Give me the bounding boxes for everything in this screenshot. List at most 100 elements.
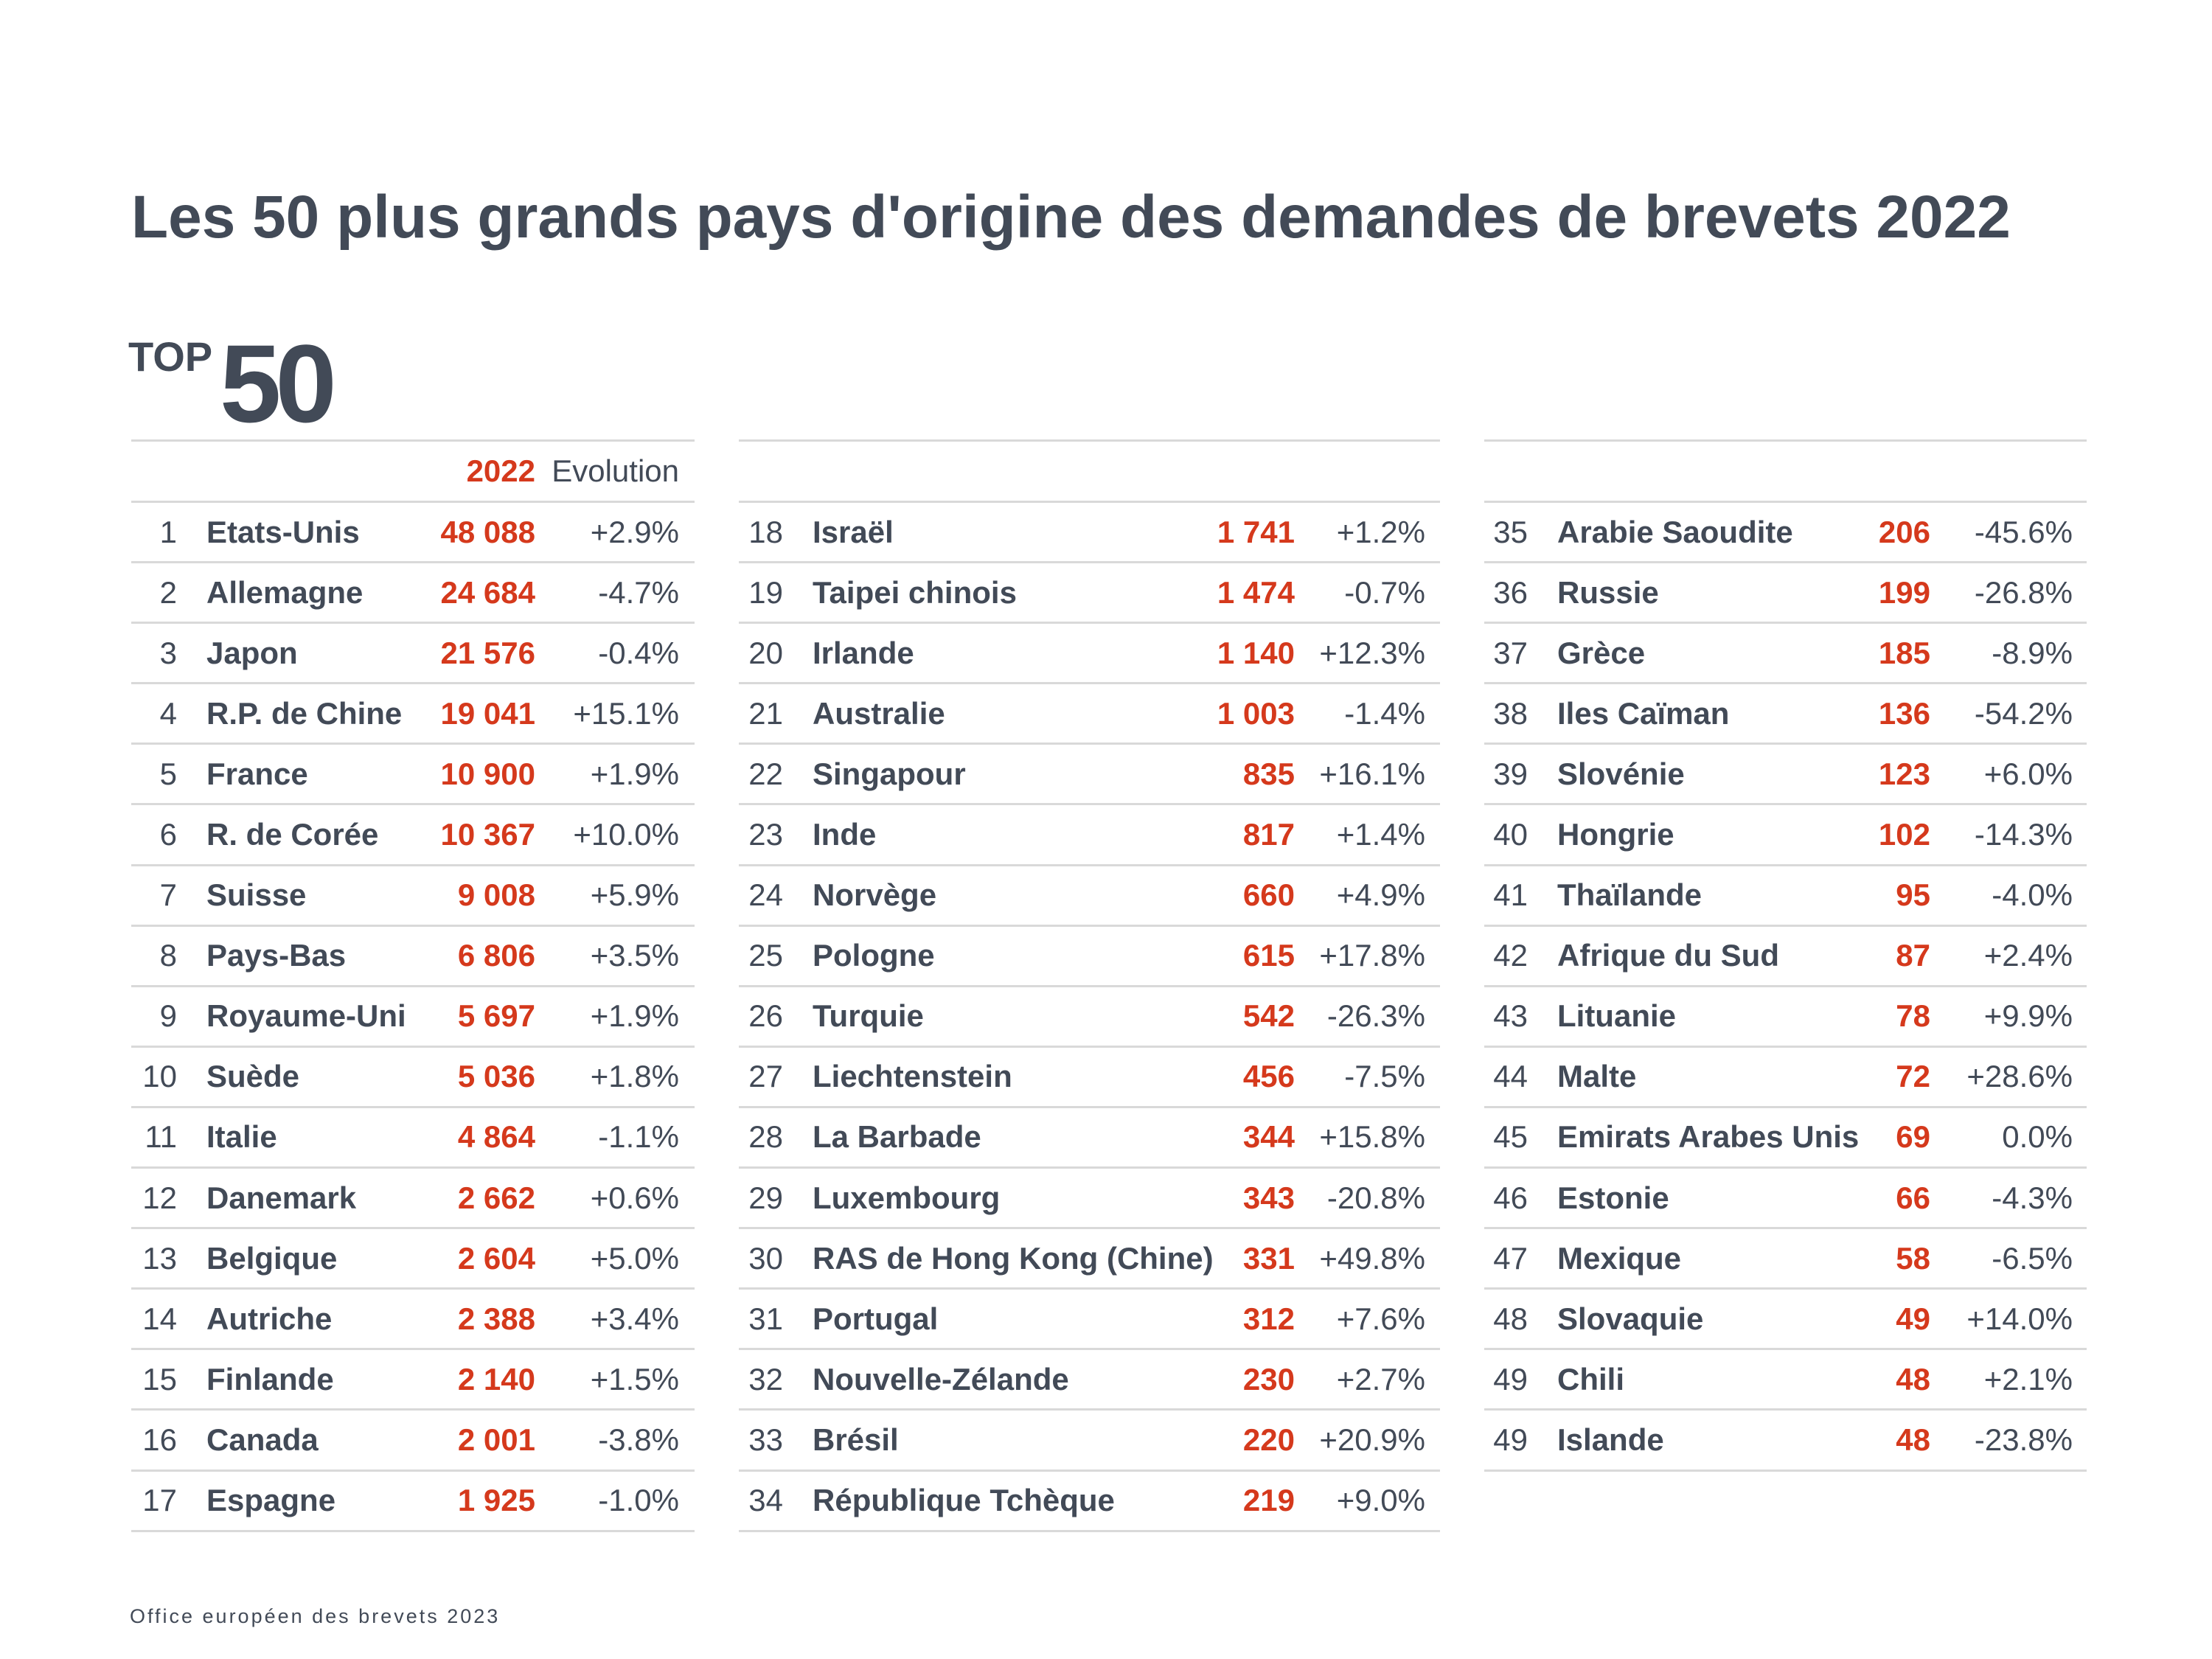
rank: 48 (1493, 1301, 1528, 1336)
applications-2022: 2 001 (457, 1422, 535, 1457)
header-year-label: 2022 (466, 453, 535, 488)
applications-2022: 817 (1242, 817, 1295, 852)
page-title: Les 50 plus grands pays d'origine des de… (131, 183, 2011, 251)
applications-2022: 2 604 (457, 1240, 535, 1276)
country-name: République Tchèque (813, 1483, 1115, 1518)
rank: 24 (748, 877, 783, 913)
evolution: +1.5% (590, 1361, 679, 1397)
ranking-column-2: 18 Israël 1 741 +1.2% 19 Taipei chinois 1 474 -… (739, 439, 1440, 1532)
evolution: +28.6% (1966, 1059, 2073, 1094)
applications-2022: 312 (1242, 1301, 1295, 1336)
divider (131, 1287, 695, 1290)
rank: 21 (748, 695, 783, 731)
country-name: Canada (206, 1422, 319, 1457)
table-row: 13 Belgique 2 604 +5.0% (131, 1229, 695, 1287)
country-name: Lituanie (1557, 998, 1677, 1034)
country-name: Espagne (206, 1483, 336, 1518)
table-row: 45 Emirats Arabes Unis 69 0.0% (1484, 1108, 2087, 1166)
evolution: -1.1% (598, 1119, 679, 1155)
column-header-empty (1484, 442, 2087, 501)
divider (131, 984, 695, 987)
top-label: TOP (128, 333, 213, 380)
rank: 3 (159, 635, 177, 670)
evolution: +2.7% (1336, 1361, 1425, 1397)
rank: 45 (1493, 1119, 1528, 1155)
rank: 41 (1493, 877, 1528, 913)
table-row: 24 Norvège 660 +4.9% (739, 866, 1440, 925)
rank: 39 (1493, 756, 1528, 791)
table-row: 43 Lituanie 78 +9.9% (1484, 987, 2087, 1046)
table-row: 25 Pologne 615 +17.8% (739, 927, 1440, 985)
country-name: Liechtenstein (813, 1059, 1012, 1094)
divider (131, 1529, 695, 1532)
applications-2022: 2 388 (457, 1301, 535, 1336)
applications-2022: 219 (1242, 1483, 1295, 1518)
rank: 28 (748, 1119, 783, 1155)
evolution: +15.1% (573, 695, 679, 731)
divider (1484, 1105, 2087, 1108)
divider (131, 439, 695, 442)
header-evolution-label: Evolution (552, 453, 679, 488)
country-name: Islande (1557, 1422, 1664, 1457)
table-row: 9 Royaume-Uni 5 697 +1.9% (131, 987, 695, 1046)
applications-2022: 87 (1896, 938, 1930, 973)
divider (1484, 984, 2087, 987)
applications-2022: 24 684 (440, 574, 535, 610)
rank: 19 (748, 574, 783, 610)
divider (1484, 863, 2087, 866)
divider (1484, 1469, 2087, 1472)
country-name: Malte (1557, 1059, 1637, 1094)
evolution: -23.8% (1974, 1422, 2073, 1457)
divider (1484, 1408, 2087, 1411)
rank: 23 (748, 817, 783, 852)
divider (131, 561, 695, 564)
rank: 20 (748, 635, 783, 670)
table-row: 11 Italie 4 864 -1.1% (131, 1108, 695, 1166)
divider (1484, 501, 2087, 503)
rank: 38 (1493, 695, 1528, 731)
applications-2022: 78 (1896, 998, 1930, 1034)
evolution: +2.1% (1983, 1361, 2073, 1397)
country-name: Turquie (813, 998, 924, 1034)
country-name: Slovaquie (1557, 1301, 1704, 1336)
divider (131, 1105, 695, 1108)
country-name: Belgique (206, 1240, 338, 1276)
divider (131, 501, 695, 503)
rank: 1 (159, 514, 177, 549)
divider (131, 1348, 695, 1351)
divider (739, 1348, 1440, 1351)
divider (1484, 1227, 2087, 1230)
country-name: Australie (813, 695, 945, 731)
rank: 15 (142, 1361, 177, 1397)
country-name: Italie (206, 1119, 277, 1155)
applications-2022: 10 367 (440, 817, 535, 852)
ranking-rows: 18 Israël 1 741 +1.2% 19 Taipei chinois 1 474 -… (739, 503, 1440, 1532)
applications-2022: 331 (1242, 1240, 1295, 1276)
country-name: R. de Corée (206, 817, 379, 852)
applications-2022: 6 806 (457, 938, 535, 973)
divider (1484, 439, 2087, 442)
applications-2022: 49 (1896, 1301, 1930, 1336)
rank: 8 (159, 938, 177, 973)
divider (131, 682, 695, 685)
table-row: 20 Irlande 1 140 +12.3% (739, 624, 1440, 682)
table-row: 17 Espagne 1 925 -1.0% (131, 1472, 695, 1530)
rank: 29 (748, 1180, 783, 1215)
evolution: -26.3% (1326, 998, 1425, 1034)
evolution: +3.4% (590, 1301, 679, 1336)
rank: 33 (748, 1422, 783, 1457)
table-row: 2 Allemagne 24 684 -4.7% (131, 563, 695, 622)
evolution: -0.4% (598, 635, 679, 670)
table-row: 15 Finlande 2 140 +1.5% (131, 1350, 695, 1408)
evolution: +1.9% (590, 998, 679, 1034)
divider (739, 1469, 1440, 1472)
country-name: Iles Caïman (1557, 695, 1730, 731)
table-row: 29 Luxembourg 343 -20.8% (739, 1169, 1440, 1227)
applications-2022: 1 741 (1217, 514, 1295, 549)
table-row: 27 Liechtenstein 456 -7.5% (739, 1048, 1440, 1106)
country-name: Singapour (813, 756, 966, 791)
table-row: 21 Australie 1 003 -1.4% (739, 684, 1440, 742)
applications-2022: 69 (1896, 1119, 1930, 1155)
rank: 7 (159, 877, 177, 913)
rank: 44 (1493, 1059, 1528, 1094)
